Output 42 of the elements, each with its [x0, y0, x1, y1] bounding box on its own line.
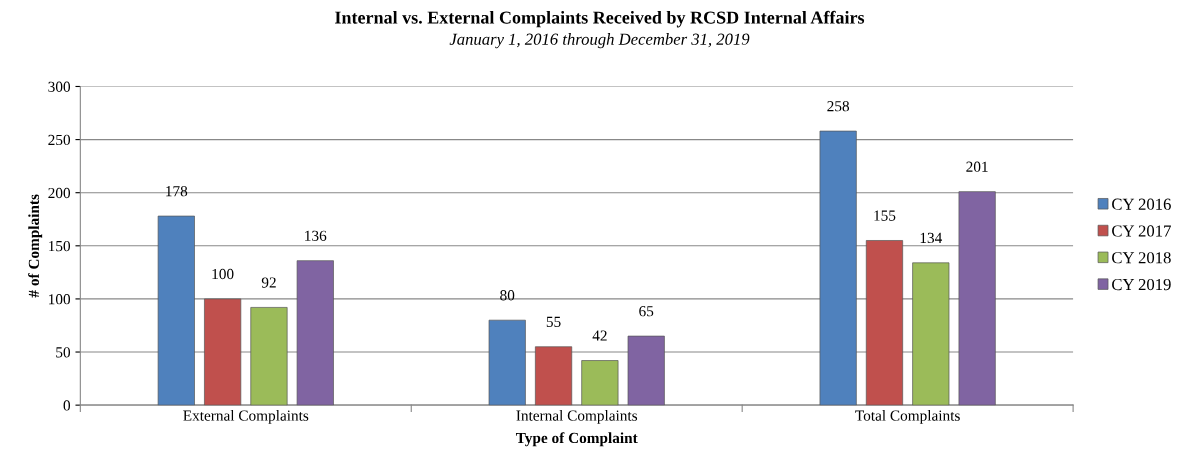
legend-label: CY 2019 — [1112, 278, 1171, 291]
y-tick-label: 250 — [48, 134, 71, 146]
data-label: 134 — [920, 232, 943, 244]
y-tick-label: 0 — [63, 400, 71, 411]
data-label: 55 — [546, 316, 561, 327]
data-label: 80 — [500, 290, 515, 301]
bar — [865, 240, 904, 406]
data-label: 100 — [212, 268, 234, 280]
y-axis-title: # of Complaints — [28, 194, 43, 298]
data-label: 65 — [639, 306, 654, 317]
x-axis-title: Type of Complaint — [515, 432, 638, 447]
legend-label: CY 2018 — [1112, 252, 1171, 264]
bar — [535, 346, 573, 406]
bar — [912, 262, 950, 406]
y-tick-label: 200 — [48, 187, 71, 199]
data-label: 201 — [966, 161, 988, 172]
data-label: 42 — [592, 330, 607, 341]
data-label: 92 — [261, 277, 276, 288]
bar — [581, 360, 619, 406]
data-label: 178 — [166, 185, 188, 197]
legend-label: CY 2016 — [1112, 198, 1171, 210]
x-tick-label: Internal Complaints — [516, 410, 638, 424]
chart-title: Internal vs. External Complaints Received by RCSD Internal Affairs — [335, 10, 865, 28]
x-tick-label: Total Complaints — [855, 410, 960, 424]
y-tick-label: 150 — [49, 240, 71, 252]
x-tick-label: External Complaints — [183, 410, 309, 424]
y-tick-label: 100 — [49, 294, 71, 305]
data-label: 155 — [874, 210, 896, 221]
bar — [627, 335, 665, 406]
bar — [250, 307, 288, 406]
bar — [819, 130, 857, 406]
bar — [958, 191, 996, 406]
bar — [157, 215, 195, 406]
y-tick-label: 300 — [48, 81, 71, 92]
y-tick-label: 50 — [56, 347, 71, 358]
legend-label: CY 2017 — [1112, 225, 1171, 237]
bar — [296, 260, 334, 406]
data-label: 258 — [827, 101, 850, 112]
bar — [204, 298, 242, 406]
data-label: 136 — [305, 230, 327, 241]
chart-subtitle: January 1, 2016 through December 31, 2019 — [449, 33, 750, 49]
bar — [488, 319, 526, 406]
